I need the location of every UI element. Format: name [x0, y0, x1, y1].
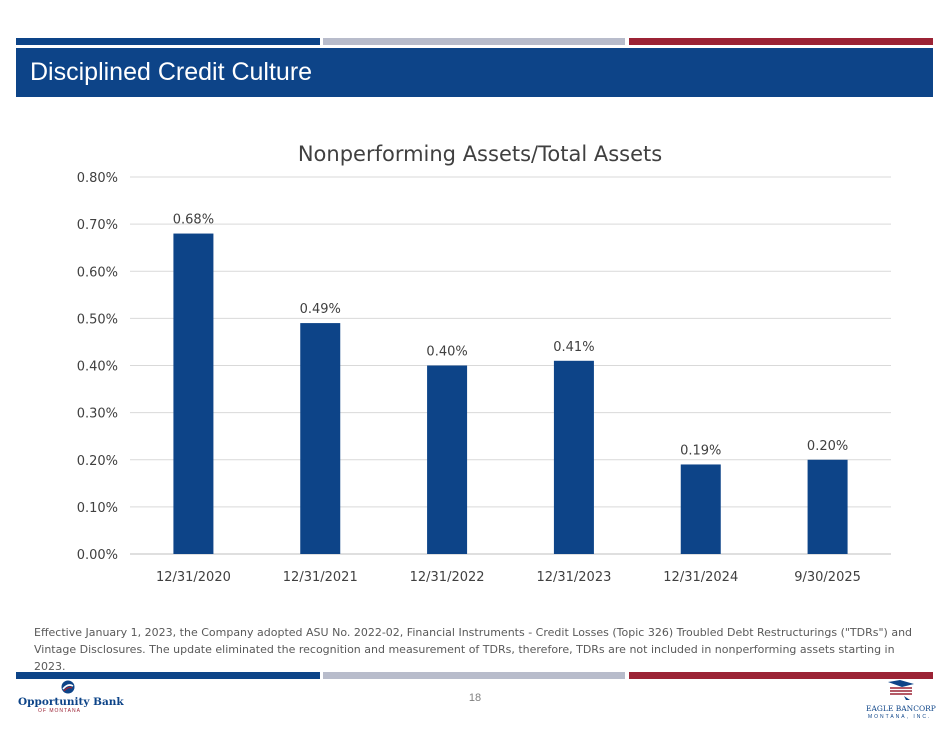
y-tick-label: 0.10% [77, 501, 118, 516]
y-tick-label: 0.00% [77, 548, 118, 563]
opportunity-bank-logo: Opportunity Bank OF MONTANA [18, 680, 124, 714]
header-stripe-red [629, 38, 933, 45]
header-stripe-blue [16, 38, 320, 45]
footnote: Effective January 1, 2023, the Company a… [34, 626, 913, 673]
footer-stripe-gray [323, 672, 625, 679]
eagle-bancorp-name: EAGLE BANCORP [866, 704, 936, 713]
title-bar: Disciplined Credit Culture [16, 48, 933, 97]
slide-title: Disciplined Credit Culture [30, 58, 313, 86]
data-label: 0.41% [553, 340, 594, 355]
y-tick-label: 0.70% [77, 218, 118, 233]
eagle-flag-logo-icon [888, 680, 914, 700]
x-tick-label: 12/31/2024 [663, 570, 738, 585]
y-tick-label: 0.50% [77, 312, 118, 327]
bar [300, 323, 341, 554]
chart-title: Nonperforming Assets/Total Assets [297, 142, 663, 166]
bar-chart: 0.00% 0.10% 0.20% 0.30% 0.40% 0.50% 0.60% 0.70%… [77, 171, 891, 585]
header-stripe-gray [323, 38, 625, 45]
eagle-bancorp-sub: MONTANA, INC. [868, 714, 932, 720]
bar [807, 459, 848, 554]
footer-stripe-blue [16, 672, 320, 679]
bar [427, 365, 468, 554]
footer-stripe-red [629, 672, 933, 679]
x-tick-label: 9/30/2025 [794, 570, 861, 585]
data-label: 0.19% [680, 443, 721, 458]
eagle-bancorp-logo: EAGLE BANCORP MONTANA, INC. [866, 678, 936, 722]
y-tick-label: 0.60% [77, 265, 118, 280]
y-tick-label: 0.80% [77, 171, 118, 186]
x-tick-label: 12/31/2023 [536, 570, 611, 585]
y-tick-label: 0.20% [77, 454, 118, 469]
x-tick-label: 12/31/2022 [410, 570, 485, 585]
page-number: 18 [468, 692, 482, 704]
bar [553, 360, 594, 554]
opportunity-bank-logo-icon [61, 680, 75, 694]
opportunity-bank-sub: OF MONTANA [38, 708, 81, 714]
data-label: 0.68% [173, 213, 214, 228]
bar [173, 233, 214, 555]
y-tick-label: 0.40% [77, 360, 118, 375]
x-tick-label: 12/31/2020 [156, 570, 231, 585]
data-label: 0.20% [807, 439, 848, 454]
opportunity-bank-name: Opportunity Bank [18, 696, 124, 708]
bar [680, 464, 721, 554]
data-label: 0.40% [426, 345, 467, 360]
x-tick-label: 12/31/2021 [283, 570, 358, 585]
data-label: 0.49% [300, 302, 341, 317]
y-tick-label: 0.30% [77, 407, 118, 422]
